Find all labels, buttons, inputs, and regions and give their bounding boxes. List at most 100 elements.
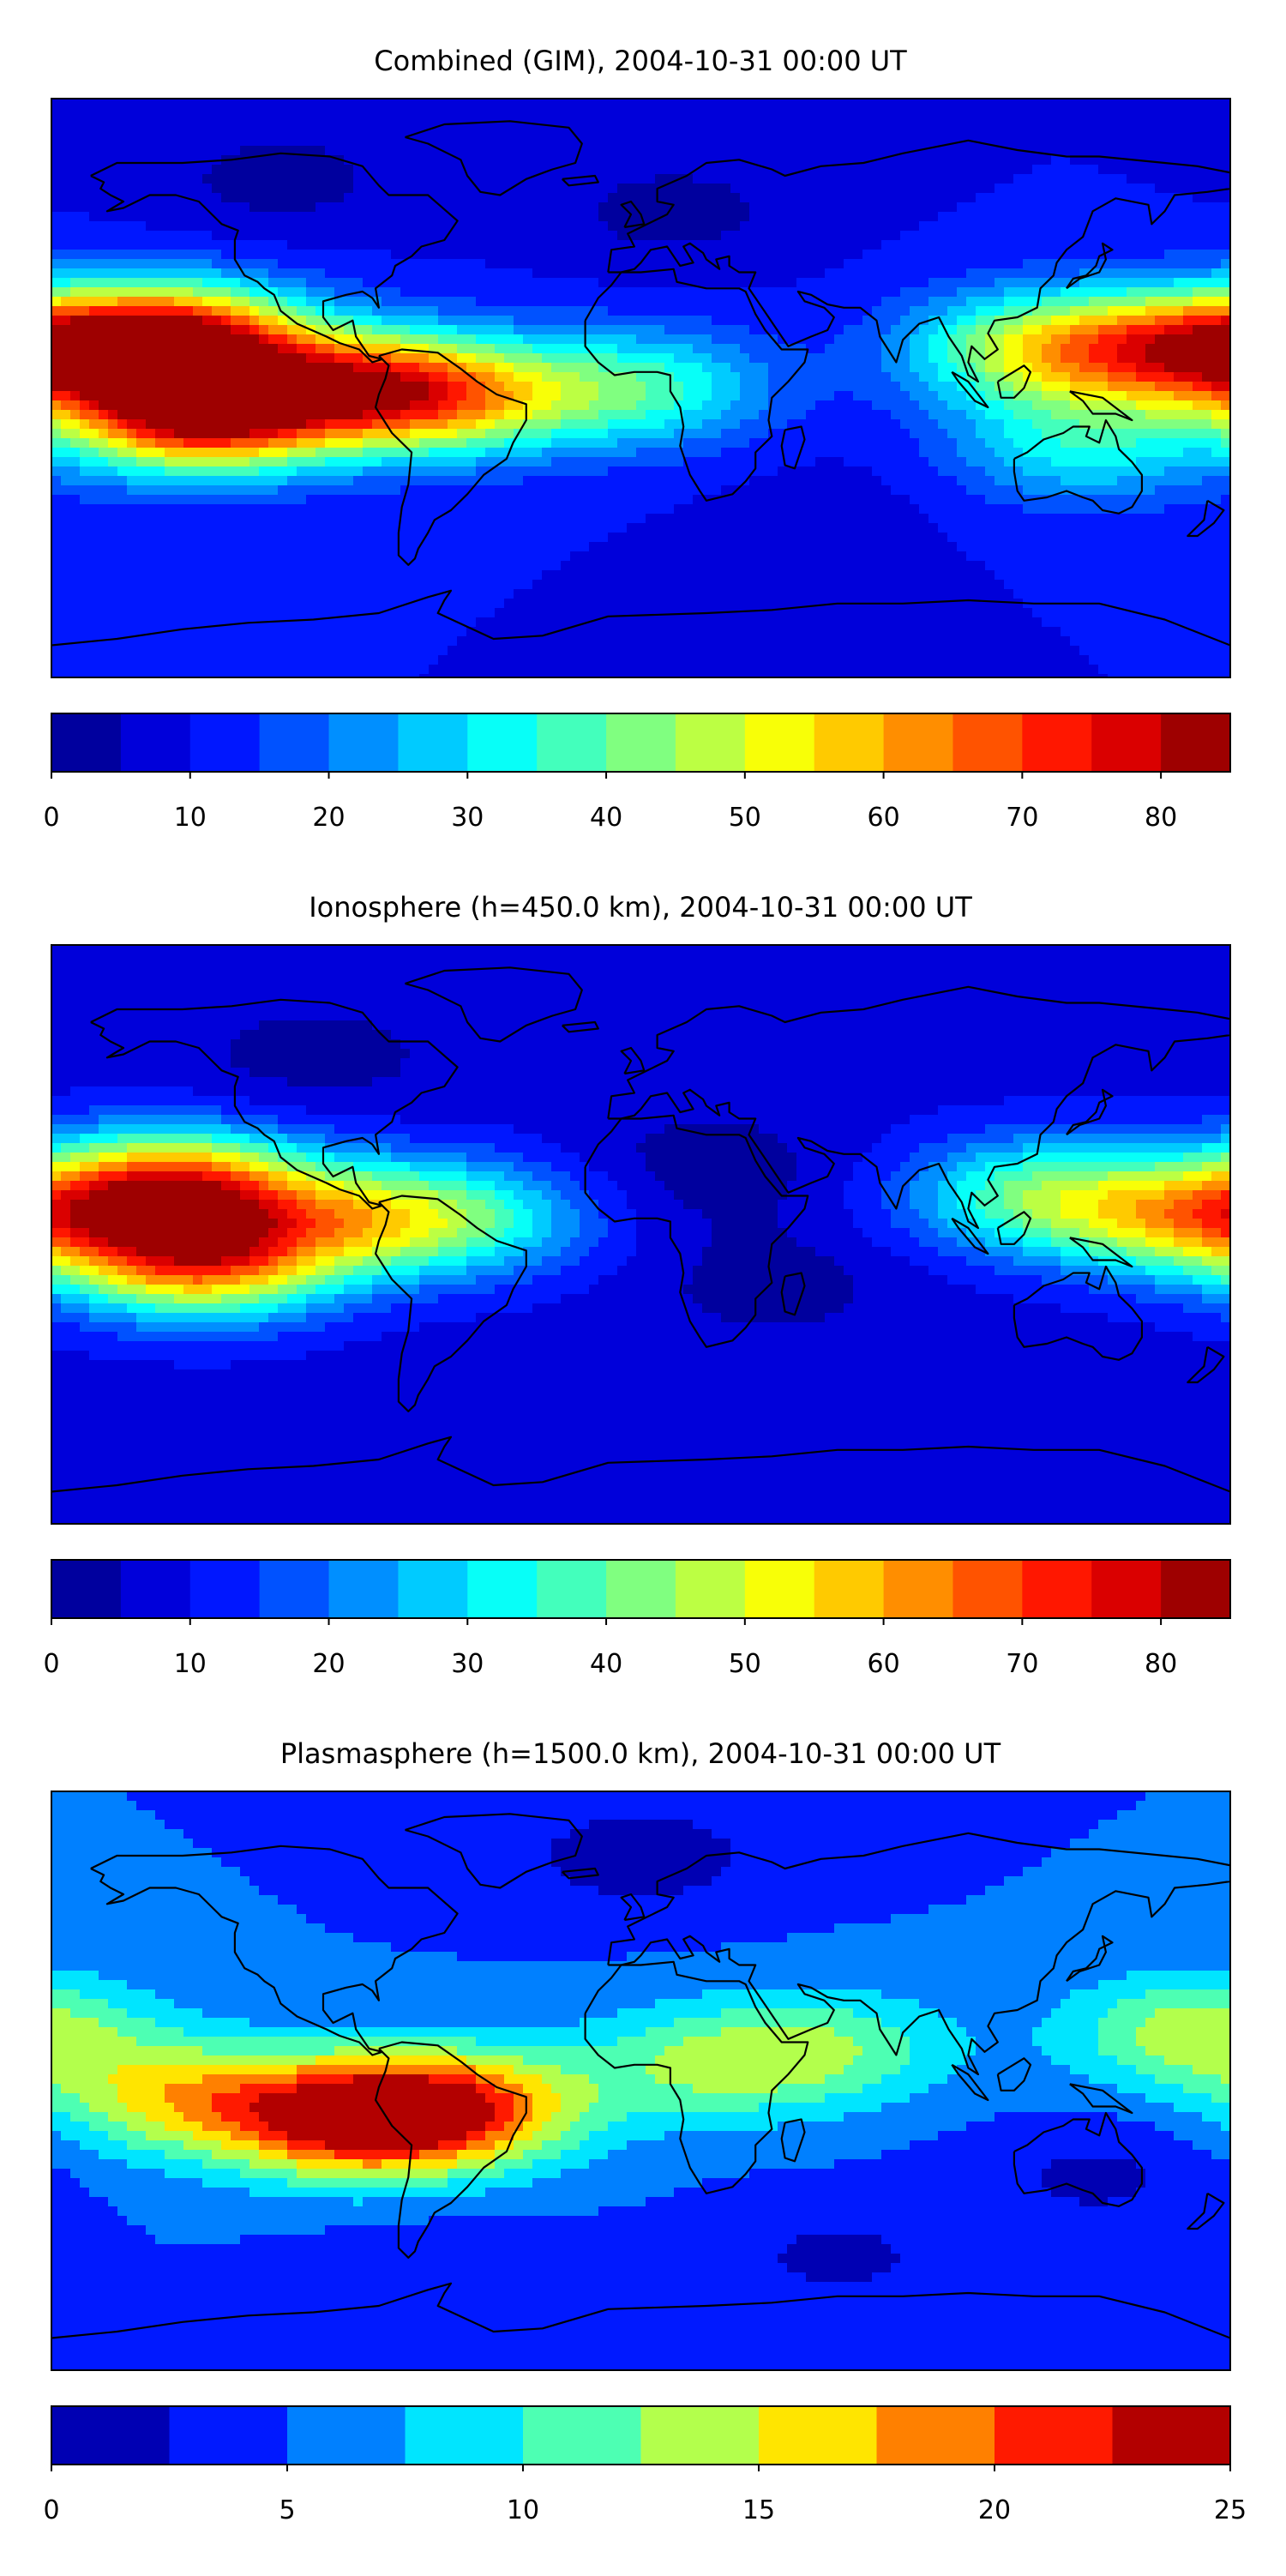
contour-cell	[759, 184, 769, 194]
contour-cell	[806, 174, 816, 184]
contour-cell	[693, 297, 703, 307]
contour-cell	[938, 231, 948, 241]
contour-cell	[231, 193, 241, 203]
contour-cell	[1079, 174, 1090, 184]
contour-cell	[1127, 344, 1137, 354]
contour-cell	[589, 344, 599, 354]
contour-cell	[1164, 391, 1175, 401]
contour-cell	[947, 400, 958, 411]
contour-cell	[334, 410, 345, 420]
contour-cell	[278, 400, 288, 411]
contour-cell	[598, 391, 609, 401]
contour-cell	[561, 221, 571, 232]
contour-cell	[1051, 363, 1061, 373]
contour-cell	[146, 136, 156, 147]
contour-cell	[344, 382, 354, 392]
contour-cell	[1127, 259, 1137, 269]
contour-cell	[315, 259, 326, 269]
contour-cell	[165, 240, 175, 250]
contour-cell	[806, 278, 816, 288]
contour-cell	[580, 240, 590, 250]
contour-cell	[881, 99, 892, 109]
contour-cell	[806, 372, 816, 382]
contour-cell	[165, 99, 175, 109]
contour-cell	[853, 466, 863, 477]
contour-cell	[1023, 259, 1033, 269]
contour-cell	[825, 334, 835, 345]
contour-cell	[947, 306, 958, 316]
contour-cell	[136, 136, 147, 147]
contour-cell	[796, 382, 807, 392]
contour-cell	[1004, 353, 1014, 364]
contour-cell	[353, 202, 364, 213]
contour-cell	[1211, 429, 1222, 439]
contour-cell	[928, 400, 939, 411]
contour-cell	[834, 448, 844, 458]
contour-cell	[193, 99, 203, 109]
contour-cell	[853, 108, 863, 118]
contour-cell	[146, 259, 156, 269]
contour-cell	[693, 429, 703, 439]
contour-cell	[1174, 108, 1184, 118]
contour-cell	[1221, 165, 1230, 175]
contour-cell	[806, 429, 816, 439]
contour-cell	[702, 99, 712, 109]
contour-cell	[1089, 410, 1099, 420]
contour-cell	[570, 400, 580, 411]
contour-cell	[740, 108, 750, 118]
contour-cell	[853, 278, 863, 288]
contour-cell	[580, 363, 590, 373]
contour-cell	[617, 306, 628, 316]
contour-cell	[740, 127, 750, 137]
contour-cell	[985, 259, 995, 269]
contour-cell	[1032, 146, 1043, 156]
contour-cell	[957, 325, 967, 335]
contour-cell	[1183, 146, 1193, 156]
contour-cell	[589, 250, 599, 260]
contour-cell	[221, 268, 231, 279]
contour-cell	[683, 146, 694, 156]
contour-cell	[740, 136, 750, 147]
contour-cell	[117, 325, 128, 335]
contour-cell	[382, 325, 392, 335]
contour-cell	[938, 117, 948, 128]
contour-cell	[363, 250, 373, 260]
contour-cell	[815, 353, 826, 364]
contour-cell	[910, 174, 920, 184]
contour-cell	[212, 146, 222, 156]
contour-cell	[995, 400, 1005, 411]
contour-cell	[287, 108, 297, 118]
contour-cell	[183, 127, 194, 137]
contour-cell	[457, 382, 467, 392]
contour-cell	[108, 466, 118, 477]
contour-cell	[919, 146, 929, 156]
contour-cell	[1127, 146, 1137, 156]
contour-cell	[664, 259, 675, 269]
contour-cell	[1155, 278, 1165, 288]
contour-cell	[627, 268, 637, 279]
contour-cell	[259, 174, 269, 184]
contour-cell	[995, 221, 1005, 232]
contour-cell	[117, 466, 128, 477]
contour-cell	[844, 363, 854, 373]
contour-cell	[627, 400, 637, 411]
contour-cell	[1202, 448, 1212, 458]
contour-cell	[495, 325, 505, 335]
contour-cell	[1098, 99, 1109, 109]
contour-cell	[570, 419, 580, 430]
contour-cell	[99, 325, 109, 335]
contour-cell	[504, 372, 514, 382]
contour-cell	[1117, 363, 1127, 373]
contour-cell	[1042, 287, 1052, 298]
contour-cell	[400, 419, 411, 430]
contour-cell	[221, 363, 231, 373]
contour-cell	[344, 99, 354, 109]
contour-cell	[1079, 448, 1090, 458]
contour-cell	[542, 259, 552, 269]
contour-cell	[1042, 372, 1052, 382]
contour-cell	[693, 108, 703, 118]
contour-cell	[315, 363, 326, 373]
contour-cell	[712, 372, 722, 382]
contour-cell	[80, 231, 90, 241]
contour-cell	[278, 250, 288, 260]
